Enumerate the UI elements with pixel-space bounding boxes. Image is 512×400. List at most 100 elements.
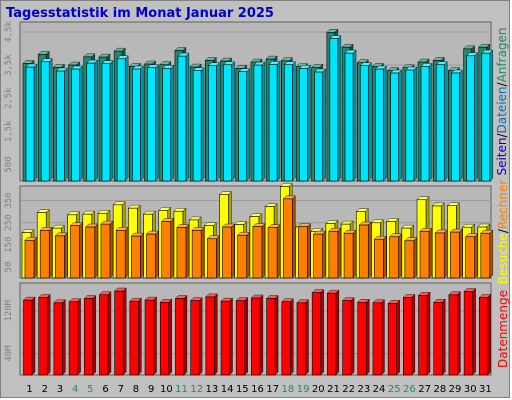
- bar-rechner-day-25: [389, 233, 403, 279]
- x-tick-label-day-10: 10: [160, 384, 173, 395]
- bar-datenmenge-day-14: [220, 297, 233, 376]
- bar-dateien-day-15: [238, 68, 251, 182]
- bar-dateien-day-10: [162, 64, 175, 182]
- bar-dateien-day-5: [86, 59, 99, 182]
- bar-datenmenge-day-25-side: [396, 299, 400, 376]
- bar-dateien-day-26: [405, 66, 418, 182]
- bar-rechner-day-9-side: [155, 230, 159, 279]
- bar-rechner-day-17: [267, 224, 281, 279]
- bar-rechner-day-20-face: [313, 233, 323, 279]
- bar-rechner-day-6-side: [109, 220, 114, 279]
- bar-rechner-day-5: [85, 223, 99, 279]
- bar-datenmenge-day-9-side: [153, 296, 157, 376]
- y-tick-label: 50: [4, 261, 14, 272]
- bar-datenmenge-day-16-face: [251, 297, 261, 376]
- bar-rechner-day-29: [449, 228, 463, 279]
- bar-rechner-day-8: [130, 232, 144, 279]
- bar-datenmenge-day-29: [448, 291, 461, 376]
- bar-dateien-day-27-side: [428, 62, 433, 182]
- bar-rechner-day-7: [115, 226, 129, 279]
- bar-datenmenge-day-20-face: [311, 292, 321, 376]
- bar-rechner-day-31: [480, 229, 494, 279]
- side-legend-1: Seiten/Dateien/Anfragen: [495, 27, 509, 175]
- x-tick-label-day-19: 19: [297, 384, 310, 395]
- bar-datenmenge-day-24: [372, 299, 385, 376]
- side-legend-label: Datenmenge: [496, 290, 510, 368]
- bar-datenmenge-day-21: [326, 289, 340, 376]
- bar-datenmenge-day-27-side: [426, 291, 431, 376]
- bar-dateien-day-29-face: [451, 72, 460, 182]
- bar-rechner-day-15: [237, 231, 251, 279]
- bar-dateien-day-18-face: [283, 64, 293, 182]
- bar-rechner-day-12-side: [200, 226, 205, 279]
- x-tick-label-day-24: 24: [373, 384, 386, 395]
- bar-rechner-day-24: [373, 235, 387, 279]
- x-tick-label-day-17: 17: [266, 384, 279, 395]
- bar-datenmenge-day-16: [250, 294, 264, 376]
- bar-rechner-day-4: [70, 222, 84, 279]
- bar-rechner-day-24-face: [374, 238, 384, 279]
- bar-dateien-day-10-face: [162, 68, 172, 182]
- bar-datenmenge-day-10: [159, 298, 173, 376]
- bar-dateien-day-2-face: [40, 61, 50, 182]
- bar-datenmenge-day-17-face: [266, 298, 276, 376]
- bar-dateien-day-6-side: [109, 60, 114, 182]
- bar-rechner-day-23-side: [368, 221, 372, 279]
- bar-dateien-day-31: [481, 49, 494, 182]
- side-legend-label: Seiten: [495, 138, 509, 176]
- x-tick-label-day-31: 31: [479, 384, 492, 395]
- bar-dateien-day-8-side: [140, 65, 144, 182]
- bar-rechner-day-6: [100, 220, 114, 279]
- bar-dateien-day-19-side: [307, 64, 311, 182]
- bar-rechner-day-30: [465, 233, 479, 279]
- bar-datenmenge-day-5-face: [83, 298, 94, 376]
- bar-datenmenge-day-6: [98, 291, 112, 376]
- bar-rechner-day-1-side: [33, 236, 38, 279]
- bar-datenmenge-day-21-face: [327, 292, 337, 376]
- bar-rechner-day-18: [282, 195, 296, 279]
- bar-datenmenge-day-20-side: [320, 289, 324, 376]
- bar-dateien-day-20-side: [322, 68, 326, 182]
- bar-datenmenge-day-26-face: [403, 297, 413, 376]
- bar-rechner-day-11-face: [176, 227, 187, 279]
- bar-datenmenge-day-23-face: [357, 301, 367, 376]
- x-tick-label-day-8: 8: [133, 384, 139, 395]
- bar-dateien-day-16: [253, 61, 266, 182]
- bar-rechner-day-7-face: [115, 230, 126, 279]
- bar-dateien-day-20: [314, 68, 327, 182]
- bar-dateien-day-24-side: [383, 65, 387, 182]
- bar-rechner-day-10: [161, 217, 175, 279]
- bar-rechner-day-25-side: [398, 233, 402, 279]
- side-legend-label: /: [495, 133, 509, 138]
- bar-rechner-day-14-side: [231, 223, 235, 279]
- bar-rechner-day-30-side: [474, 233, 478, 279]
- side-legend-label: Anfragen: [495, 27, 509, 82]
- bar-dateien-day-17: [268, 60, 281, 182]
- x-tick-label-day-23: 23: [357, 384, 370, 395]
- bar-dateien-day-8: [131, 65, 144, 182]
- bar-datenmenge-day-9-face: [144, 299, 154, 376]
- x-tick-label-day-26: 26: [403, 384, 416, 395]
- bar-dateien-day-13-side: [216, 62, 220, 182]
- bar-datenmenge-day-23-side: [366, 298, 370, 376]
- bar-dateien-day-30: [466, 52, 479, 182]
- bar-datenmenge-day-22-side: [350, 297, 355, 376]
- bar-dateien-day-19: [299, 64, 311, 182]
- bar-datenmenge-day-14-face: [220, 300, 230, 376]
- bar-dateien-day-21-side: [337, 35, 342, 182]
- bar-rechner-day-27-side: [428, 227, 433, 279]
- bar-dateien-day-6: [101, 60, 114, 182]
- bar-dateien-day-23-face: [359, 65, 369, 182]
- bar-dateien-day-29-side: [459, 69, 463, 182]
- bar-datenmenge-day-30-side: [472, 288, 476, 376]
- bar-rechner-day-21-face: [328, 230, 339, 279]
- bar-dateien-day-20-face: [314, 71, 323, 182]
- bar-rechner-day-9: [146, 230, 160, 279]
- bar-rechner-day-28: [434, 229, 448, 279]
- bar-datenmenge-day-15-face: [235, 300, 246, 376]
- bar-rechner-day-21-side: [337, 227, 342, 279]
- bar-rechner-day-22-side: [352, 229, 357, 279]
- bar-datenmenge-day-8: [129, 297, 142, 376]
- bar-rechner-day-14-face: [222, 226, 232, 279]
- bar-rechner-day-9-face: [146, 233, 156, 279]
